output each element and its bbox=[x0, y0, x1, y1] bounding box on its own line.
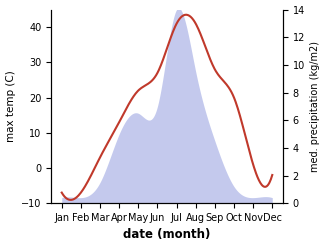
Y-axis label: med. precipitation (kg/m2): med. precipitation (kg/m2) bbox=[310, 41, 320, 172]
X-axis label: date (month): date (month) bbox=[123, 228, 211, 242]
Y-axis label: max temp (C): max temp (C) bbox=[6, 70, 16, 142]
